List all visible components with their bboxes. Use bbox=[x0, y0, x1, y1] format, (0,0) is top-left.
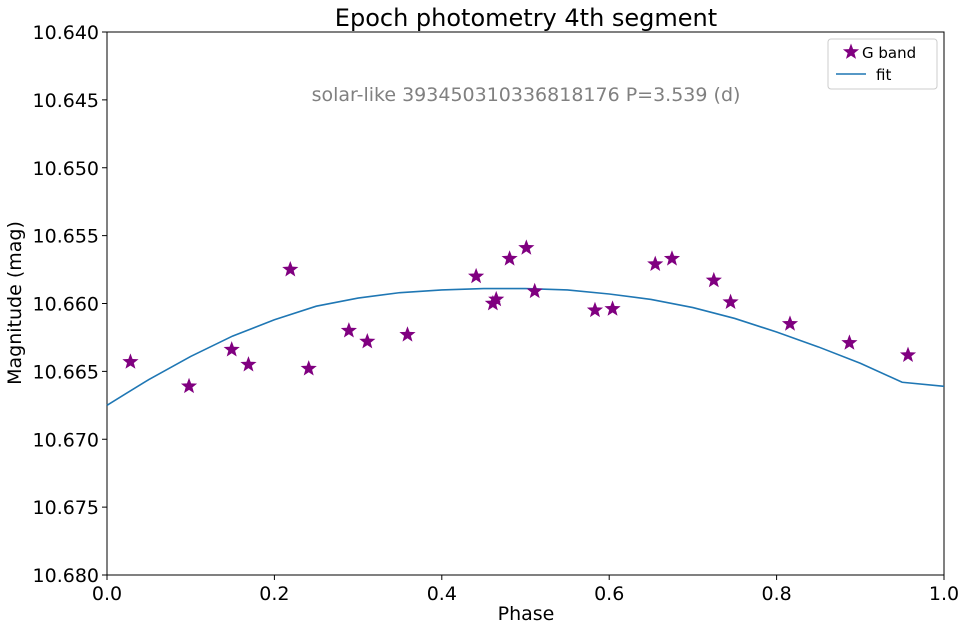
data-point-star bbox=[647, 255, 664, 272]
data-point-star bbox=[300, 360, 317, 376]
data-point-star bbox=[223, 341, 240, 357]
x-axis-label: Phase bbox=[498, 603, 555, 625]
y-tick-label: 10.660 bbox=[33, 294, 99, 316]
data-point-star bbox=[501, 250, 518, 266]
data-point-star bbox=[663, 250, 681, 266]
legend-label-fit: fit bbox=[876, 66, 891, 84]
data-point-star bbox=[399, 326, 416, 342]
y-tick-label: 10.665 bbox=[33, 361, 99, 383]
data-point-star bbox=[240, 356, 257, 372]
plot-area bbox=[106, 31, 945, 576]
x-tick-label: 0.8 bbox=[761, 583, 791, 605]
data-point-star bbox=[841, 334, 858, 350]
y-tick-label: 10.640 bbox=[33, 22, 99, 44]
y-tick-label: 10.670 bbox=[33, 429, 99, 451]
y-tick-label: 10.645 bbox=[33, 90, 99, 112]
data-point-star bbox=[359, 333, 376, 349]
x-axis: 0.0 0.2 0.4 0.6 0.8 1.0 bbox=[92, 575, 959, 605]
x-tick-label: 0.4 bbox=[427, 583, 457, 605]
data-point-star bbox=[468, 267, 485, 284]
data-point-star bbox=[122, 353, 139, 369]
points-layer bbox=[122, 239, 917, 394]
data-point-star bbox=[781, 315, 799, 331]
data-point-star bbox=[518, 239, 535, 255]
fit-layer bbox=[106, 287, 945, 406]
legend: G band fit bbox=[827, 38, 938, 90]
fit-line bbox=[106, 287, 945, 406]
y-axis: 10.640 10.645 10.650 10.655 10.660 10.665 10.6… bbox=[33, 22, 107, 587]
x-tick-label: 0.2 bbox=[259, 583, 289, 605]
legend-star-marker bbox=[842, 43, 860, 59]
y-tick-label: 10.680 bbox=[33, 565, 99, 587]
legend-label-g-band: G band bbox=[862, 44, 916, 62]
data-point-star bbox=[705, 271, 722, 288]
chart-title: Epoch photometry 4th segment bbox=[335, 4, 717, 32]
data-point-star bbox=[722, 293, 739, 310]
y-axis-label: Magnitude (mag) bbox=[4, 221, 26, 385]
data-point-star bbox=[899, 346, 917, 362]
x-tick-label: 0.6 bbox=[594, 583, 624, 605]
data-point-star bbox=[340, 322, 357, 338]
y-tick-label: 10.675 bbox=[33, 497, 99, 519]
x-tick-label: 1.0 bbox=[929, 583, 959, 605]
data-point-star bbox=[526, 282, 543, 299]
y-tick-label: 10.650 bbox=[33, 158, 99, 180]
data-point-star bbox=[180, 377, 198, 394]
chart-annotation: solar-like 393450310336818176 P=3.539 (d… bbox=[312, 84, 741, 106]
x-tick-label: 0.0 bbox=[92, 583, 122, 605]
data-point-star bbox=[586, 301, 604, 318]
y-tick-label: 10.655 bbox=[33, 226, 99, 248]
data-point-star bbox=[488, 290, 505, 307]
data-point-star bbox=[282, 261, 299, 277]
data-point-star bbox=[604, 300, 621, 316]
